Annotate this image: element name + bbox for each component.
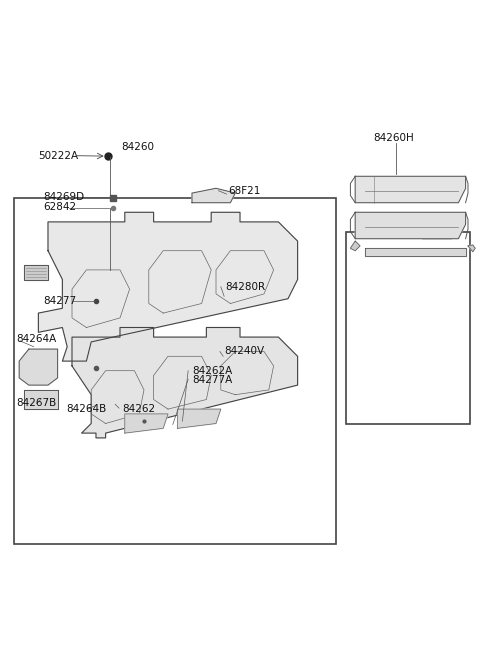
Polygon shape <box>350 241 360 251</box>
Bar <box>346 231 470 424</box>
Text: 84267B: 84267B <box>16 398 56 408</box>
Polygon shape <box>192 188 235 202</box>
Text: 84262A: 84262A <box>192 365 232 376</box>
Text: 84240V: 84240V <box>225 346 265 356</box>
Text: 84277: 84277 <box>43 296 76 306</box>
Text: 84262: 84262 <box>122 404 156 414</box>
Text: 84277A: 84277A <box>192 375 232 385</box>
Bar <box>14 198 336 544</box>
Text: 84269D: 84269D <box>43 192 84 202</box>
Text: 50222A: 50222A <box>38 151 79 160</box>
Polygon shape <box>19 349 58 385</box>
Text: 84260H: 84260H <box>373 133 414 143</box>
Polygon shape <box>125 414 168 433</box>
Polygon shape <box>38 212 298 361</box>
Polygon shape <box>355 176 466 202</box>
Polygon shape <box>365 248 466 255</box>
Polygon shape <box>24 390 58 409</box>
Polygon shape <box>24 265 48 280</box>
Text: 68F21: 68F21 <box>228 186 260 196</box>
Text: 84264B: 84264B <box>66 404 107 414</box>
Text: 84260: 84260 <box>121 143 155 153</box>
Polygon shape <box>468 245 475 252</box>
Text: 84264A: 84264A <box>16 335 56 345</box>
Polygon shape <box>178 409 221 428</box>
Polygon shape <box>355 212 466 238</box>
Text: 84280R: 84280R <box>226 282 266 291</box>
Text: 62842: 62842 <box>43 202 76 212</box>
Polygon shape <box>72 328 298 438</box>
